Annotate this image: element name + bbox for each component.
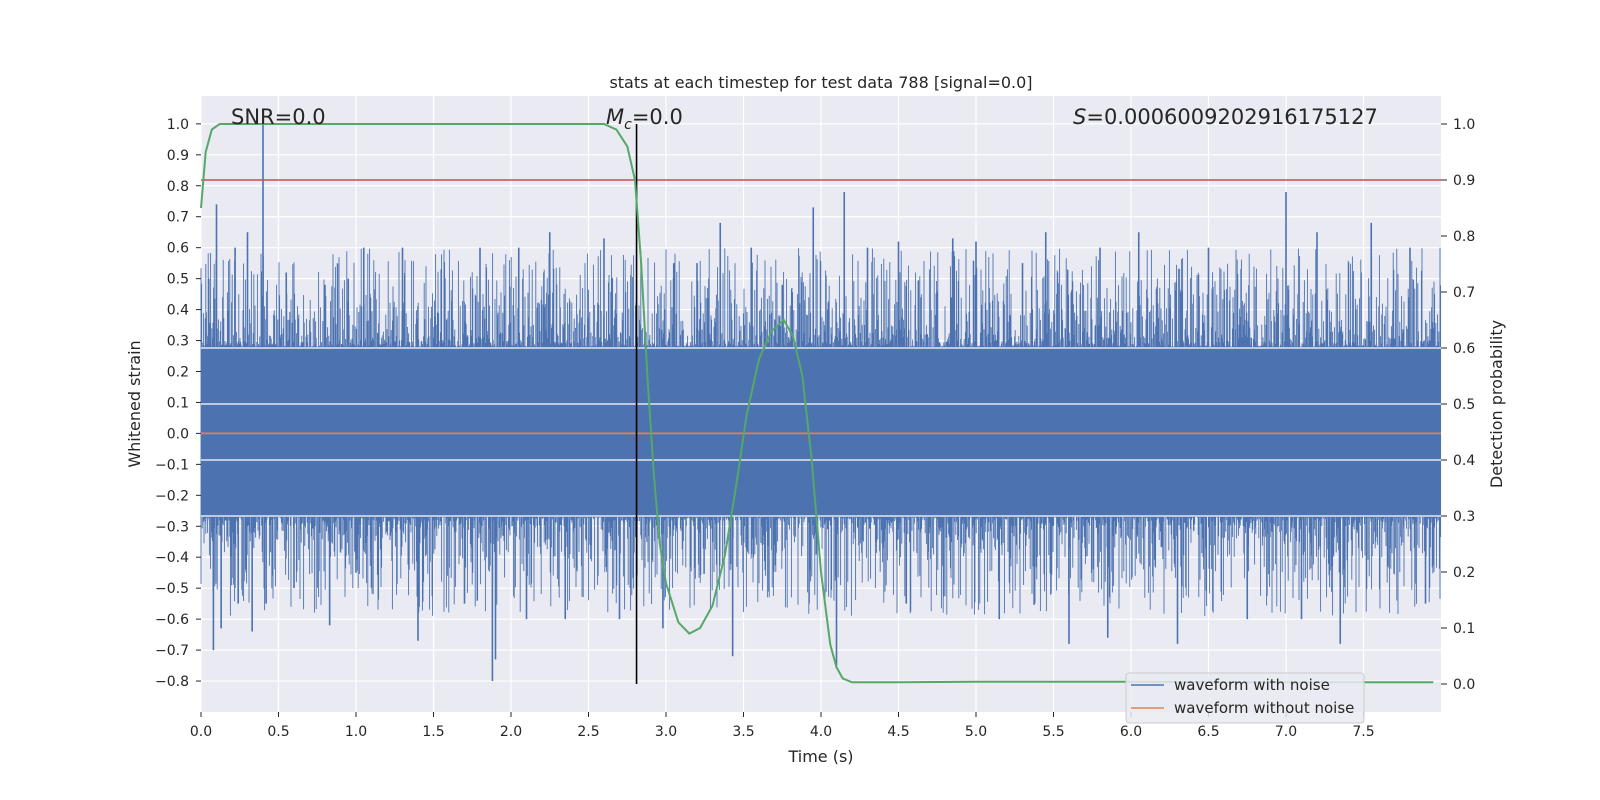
y-tick-label: 0.9 [167, 148, 189, 164]
x-tick-label: 0.5 [267, 724, 289, 740]
y-tick-label: −0.7 [155, 643, 189, 659]
y-tick-label: −0.1 [155, 457, 189, 473]
x-axis-label: Time (s) [787, 747, 853, 766]
y2-tick-label: 0.0 [1453, 677, 1475, 693]
series-lines [200, 123, 1441, 684]
legend-box [1125, 672, 1365, 724]
y2-tick-label: 0.8 [1453, 229, 1475, 245]
y-tick-label: 0.2 [167, 364, 189, 380]
y-tick-label: 0.1 [167, 395, 189, 411]
y-tick-label: −0.4 [155, 550, 189, 566]
statistic-annotation: S=0.0006009202916175127 [1073, 105, 1378, 129]
noise-waveform [200, 123, 1442, 682]
chirp-mass-subscript: c [624, 117, 632, 133]
chirp-mass-annotation: Mc=0.0 [606, 105, 683, 133]
x-tick-label: 4.5 [887, 724, 909, 740]
y-tick-label: 0.7 [167, 210, 189, 226]
y-tick-label: −0.3 [155, 519, 189, 535]
x-tick-label: 1.0 [345, 724, 367, 740]
y2-tick-label: 0.3 [1453, 509, 1475, 525]
y-tick-label: −0.5 [155, 581, 189, 597]
x-tick-label: 3.5 [732, 724, 754, 740]
x-tick-label: 6.5 [1197, 724, 1219, 740]
snr-annotation: SNR=0.0 [231, 105, 326, 129]
legend-label-noise: waveform with noise [1174, 676, 1330, 694]
detection-probability-line [200, 123, 1434, 684]
x-tick-label: 6.0 [1120, 724, 1142, 740]
y-tick-label: 0.4 [167, 303, 189, 319]
y2-tick-label: 0.2 [1453, 565, 1475, 581]
y-tick-label: −0.8 [155, 674, 189, 690]
x-tick-label: 4.0 [810, 724, 832, 740]
y2-tick-label: 0.1 [1453, 621, 1475, 637]
x-tick-label: 5.0 [965, 724, 987, 740]
legend: waveform with noise waveform without noi… [1125, 672, 1365, 724]
x-tick-label: 7.0 [1275, 724, 1297, 740]
y-tick-label: 0.0 [167, 426, 189, 442]
y2-tick-label: 0.9 [1453, 173, 1475, 189]
y2-tick-label: 1.0 [1453, 117, 1475, 133]
x-tick-label: 5.5 [1042, 724, 1064, 740]
y-tick-label: 0.3 [167, 334, 189, 350]
statistic-value: =0.0006009202916175127 [1086, 105, 1378, 129]
x-tick-label: 0.0 [190, 724, 212, 740]
chart-title: stats at each timestep for test data 788… [609, 73, 1032, 92]
x-tick-label: 3.0 [655, 724, 677, 740]
y-tick-label: 0.5 [167, 272, 189, 288]
statistic-symbol: S [1073, 105, 1086, 129]
x-tick-label: 2.5 [577, 724, 599, 740]
y-tick-label: −0.2 [155, 488, 189, 504]
chirp-mass-symbol: M [606, 105, 624, 129]
chirp-mass-value: =0.0 [632, 105, 683, 129]
x-tick-label: 7.5 [1352, 724, 1374, 740]
y-tick-label: 0.6 [167, 241, 189, 257]
legend-label-clean: waveform without noise [1174, 699, 1354, 717]
x-tick-label: 1.5 [422, 724, 444, 740]
y-tick-label: 1.0 [167, 117, 189, 133]
y2-tick-label: 0.6 [1453, 341, 1475, 357]
y2-axis-label: Detection probability [1487, 320, 1506, 488]
y-tick-label: −0.6 [155, 612, 189, 628]
y2-tick-label: 0.4 [1453, 453, 1475, 469]
x-tick-label: 2.0 [500, 724, 522, 740]
y2-tick-label: 0.7 [1453, 285, 1475, 301]
y-tick-label: 0.8 [167, 179, 189, 195]
y-axis-label: Whitened strain [125, 340, 144, 467]
y2-tick-label: 0.5 [1453, 397, 1475, 413]
axes: 0.0 0.5 1.0 1.5 2.0 2.5 3.0 3.5 4.0 4.5 5.0 5.5 6.0 6… [155, 117, 1475, 740]
